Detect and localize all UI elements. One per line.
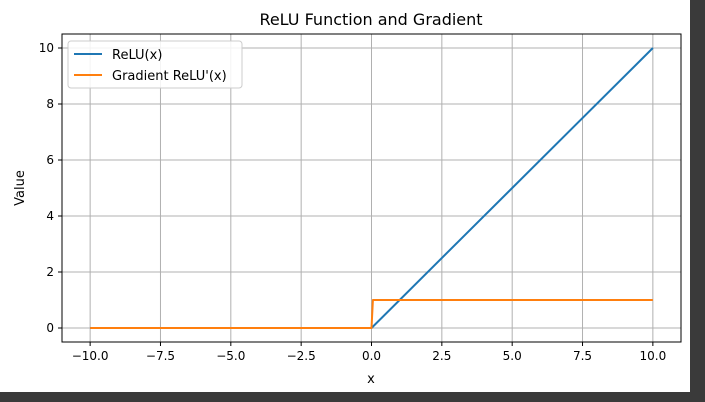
x-tick-label: −5.0 bbox=[216, 349, 245, 363]
legend-label: Gradient ReLU'(x) bbox=[112, 69, 227, 84]
y-tick-label: 8 bbox=[46, 97, 54, 111]
legend-label: ReLU(x) bbox=[112, 48, 162, 63]
relu-chart: −10.0 −7.5 −5.0 −2.5 0.0 2.5 5.0 7.5 10.0 0 2 4 6 8 10… bbox=[13, 10, 682, 387]
y-axis-label: Value bbox=[13, 170, 28, 206]
legend-box bbox=[67, 40, 243, 89]
x-tick-label: 7.5 bbox=[573, 349, 592, 363]
x-tick-label: −10.0 bbox=[72, 349, 109, 363]
series bbox=[90, 47, 654, 329]
grid bbox=[62, 34, 681, 342]
x-tick-label: 10.0 bbox=[640, 349, 667, 363]
x-tick-label: 0.0 bbox=[362, 349, 381, 363]
x-tick-label: 5.0 bbox=[503, 349, 522, 363]
y-tick-label: 10 bbox=[39, 41, 54, 55]
chart-title: ReLU Function and Gradient bbox=[259, 10, 482, 29]
x-tick-label: −7.5 bbox=[146, 349, 175, 363]
series-line-gradient bbox=[90, 299, 653, 329]
ticks: −10.0 −7.5 −5.0 −2.5 0.0 2.5 5.0 7.5 10.0 0 2 4 6 8 10 bbox=[39, 41, 667, 363]
x-axis-label: x bbox=[367, 372, 375, 387]
legend: ReLU(x) Gradient ReLU'(x) bbox=[67, 40, 243, 89]
y-tick-label: 6 bbox=[46, 153, 54, 167]
y-tick-label: 2 bbox=[46, 265, 54, 279]
x-tick-label: 2.5 bbox=[432, 349, 451, 363]
chart-figure: −10.0 −7.5 −5.0 −2.5 0.0 2.5 5.0 7.5 10.0 0 2 4 6 8 10… bbox=[0, 0, 690, 392]
y-tick-label: 0 bbox=[46, 321, 54, 335]
y-tick-label: 4 bbox=[46, 209, 54, 223]
x-tick-label: −2.5 bbox=[287, 349, 316, 363]
